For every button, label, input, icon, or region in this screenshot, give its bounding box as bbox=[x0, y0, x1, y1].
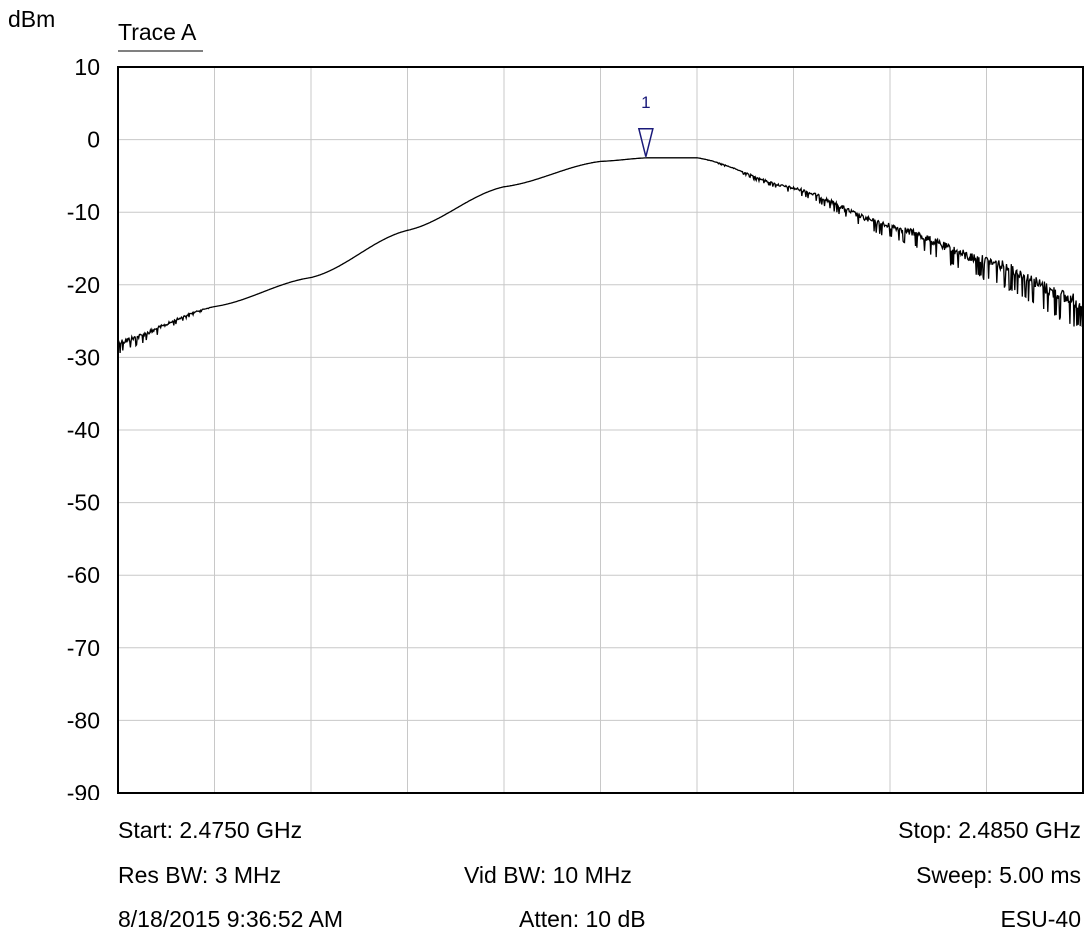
vid-bw: Vid BW: 10 MHz bbox=[464, 862, 632, 888]
marker-1-label: 1 bbox=[641, 93, 650, 112]
y-tick-label: -80 bbox=[67, 707, 100, 733]
y-unit-label: dBm bbox=[8, 6, 55, 32]
y-tick-label: 0 bbox=[87, 127, 100, 153]
y-tick-labels: 10 0 -10 -20 -30 -40 -50 -60 -70 -80 -90 bbox=[67, 54, 100, 800]
grid-lines bbox=[118, 67, 1083, 793]
y-tick-label: -50 bbox=[67, 490, 100, 516]
trace-a-line bbox=[117, 157, 1084, 353]
attenuation: Atten: 10 dB bbox=[519, 906, 646, 932]
start-frequency: Start: 2.4750 GHz bbox=[118, 817, 303, 843]
y-tick-label: -30 bbox=[67, 344, 100, 370]
spectrum-chart: 10 0 -10 -20 -30 -40 -50 -60 -70 -80 -90 1 dBm Tra… bbox=[8, 6, 1084, 800]
trace-label: Trace A bbox=[118, 19, 197, 45]
stop-frequency: Stop: 2.4850 GHz bbox=[898, 817, 1081, 843]
y-tick-label: 10 bbox=[74, 54, 100, 80]
instrument-model: ESU-40 bbox=[1000, 906, 1081, 932]
sweep-time: Sweep: 5.00 ms bbox=[916, 862, 1081, 888]
res-bw: Res BW: 3 MHz bbox=[118, 862, 282, 888]
date-time: 8/18/2015 9:36:52 AM bbox=[118, 906, 344, 932]
marker-1-triangle bbox=[637, 128, 654, 157]
y-tick-label: -10 bbox=[67, 199, 100, 225]
plot-frame bbox=[117, 66, 1084, 794]
y-tick-label: -60 bbox=[67, 562, 100, 588]
y-tick-label: -20 bbox=[67, 272, 100, 298]
y-tick-label: -40 bbox=[67, 417, 100, 443]
y-tick-label: -90 bbox=[67, 780, 100, 800]
y-tick-label: -70 bbox=[67, 635, 100, 661]
